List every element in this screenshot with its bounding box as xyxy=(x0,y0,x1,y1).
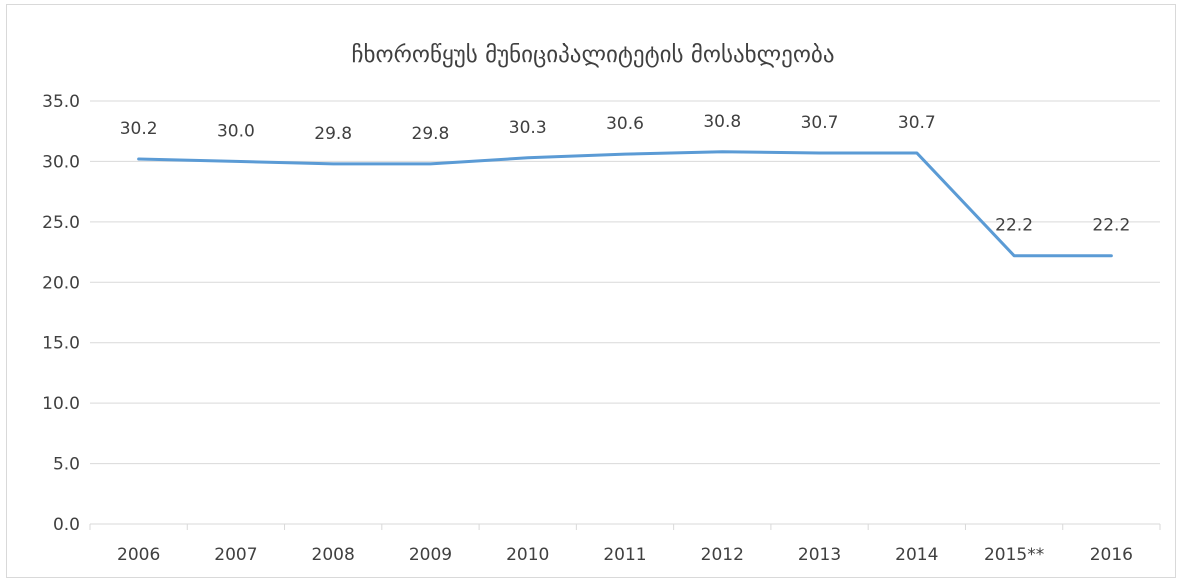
data-label: 22.2 xyxy=(995,216,1033,236)
data-label: 30.3 xyxy=(509,118,547,138)
y-tick-label: 30.0 xyxy=(42,152,80,172)
x-tick-label: 2014 xyxy=(895,545,938,565)
chart-title: ჩხოროწყუს მუნიციპალიტეტის მოსახლეობა xyxy=(351,42,834,68)
x-tick-label: 2015** xyxy=(984,545,1044,565)
y-tick-label: 10.0 xyxy=(42,394,80,414)
x-tick-label: 2010 xyxy=(506,545,549,565)
y-tick-label: 35.0 xyxy=(42,92,80,112)
y-tick-label: 20.0 xyxy=(42,273,80,293)
x-tick-label: 2009 xyxy=(409,545,452,565)
x-tick-label: 2013 xyxy=(798,545,841,565)
y-tick-label: 5.0 xyxy=(53,455,80,475)
data-label: 22.2 xyxy=(1092,216,1130,236)
series-line xyxy=(137,150,1113,258)
x-tick-label: 2011 xyxy=(603,545,646,565)
data-labels: 30.2 30.0 29.8 29.8 30.3 30.6 30.8 30.7 30.7 22.2… xyxy=(120,112,1131,236)
axes: 0.0 5.0 10.0 15.0 20.0 25.0 30.0 35.0 2006 2007 20… xyxy=(42,92,1161,565)
data-label: 29.8 xyxy=(412,124,450,144)
data-label: 30.7 xyxy=(801,113,839,133)
y-tick-label: 25.0 xyxy=(42,213,80,233)
x-tick-label: 2008 xyxy=(312,545,355,565)
data-label: 30.0 xyxy=(217,121,255,141)
data-label: 29.8 xyxy=(314,124,352,144)
y-tick-label: 15.0 xyxy=(42,334,80,354)
data-label: 30.2 xyxy=(120,119,158,139)
y-tick-label: 0.0 xyxy=(53,515,80,535)
data-label: 30.6 xyxy=(606,114,644,134)
x-tick-label: 2006 xyxy=(117,545,160,565)
data-label: 30.8 xyxy=(703,112,741,132)
data-label: 30.7 xyxy=(898,113,936,133)
x-tick-label: 2007 xyxy=(214,545,257,565)
chart-frame xyxy=(6,4,1176,578)
x-tick-label: 2012 xyxy=(701,545,744,565)
gridlines xyxy=(90,100,1160,525)
x-tick-label: 2016 xyxy=(1090,545,1133,565)
series-layer xyxy=(137,150,1113,258)
